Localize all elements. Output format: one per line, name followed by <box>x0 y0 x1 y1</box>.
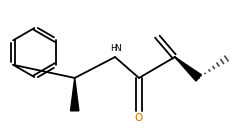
Polygon shape <box>70 78 78 111</box>
Polygon shape <box>174 57 201 81</box>
Text: H: H <box>109 44 116 53</box>
Text: N: N <box>113 44 120 53</box>
Text: O: O <box>134 113 142 123</box>
